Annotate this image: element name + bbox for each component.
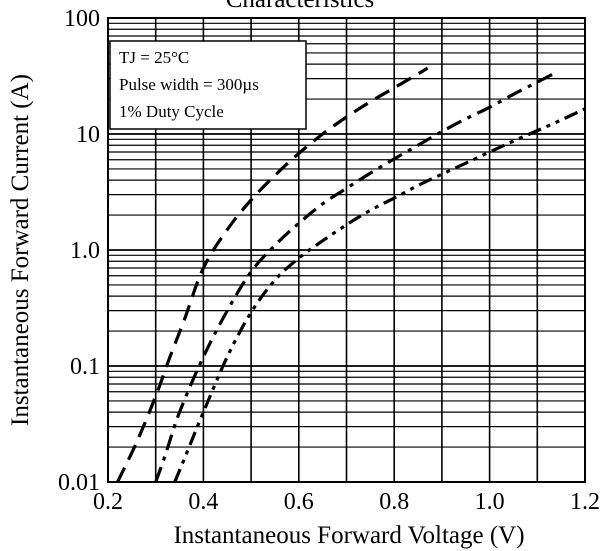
- x-tick-label: 1.2: [570, 489, 600, 515]
- legend-line-temperature: TJ = 25°C: [119, 48, 189, 67]
- x-axis-title: Instantaneous Forward Voltage (V): [173, 522, 524, 549]
- y-tick-label: 10: [76, 122, 100, 148]
- x-tick-label: 0.8: [379, 489, 409, 515]
- y-tick-label: 0.1: [70, 354, 100, 380]
- series-layer: [116, 66, 586, 483]
- y-tick-label: 0.01: [58, 470, 100, 496]
- chart-title: Characteristics: [226, 0, 375, 13]
- y-tick-label: 100: [64, 6, 100, 32]
- x-tick-label: 0.4: [188, 489, 218, 515]
- x-tick-label: 0.2: [93, 489, 123, 515]
- conditions-legend: TJ = 25°C Pulse width = 300µs 1% Duty Cy…: [109, 40, 307, 130]
- tick-label-layer: 0.2 0.4 0.6 0.8 1.0 1.2 0.01 0.1 1.0 10 100: [58, 6, 600, 515]
- series-line-1: [116, 66, 429, 483]
- series-line-3: [173, 107, 586, 483]
- series-line-2: [154, 70, 558, 483]
- y-axis-title: Instantaneous Forward Current (A): [7, 74, 34, 426]
- y-tick-label: 1.0: [70, 238, 100, 264]
- plot-frame: [107, 17, 586, 483]
- legend-line-duty-cycle: 1% Duty Cycle: [119, 102, 224, 121]
- legend-line-pulse-width: Pulse width = 300µs: [119, 75, 259, 94]
- x-tick-label: 1.0: [475, 489, 505, 515]
- legend-background: [109, 40, 307, 130]
- x-tick-label: 0.6: [284, 489, 314, 515]
